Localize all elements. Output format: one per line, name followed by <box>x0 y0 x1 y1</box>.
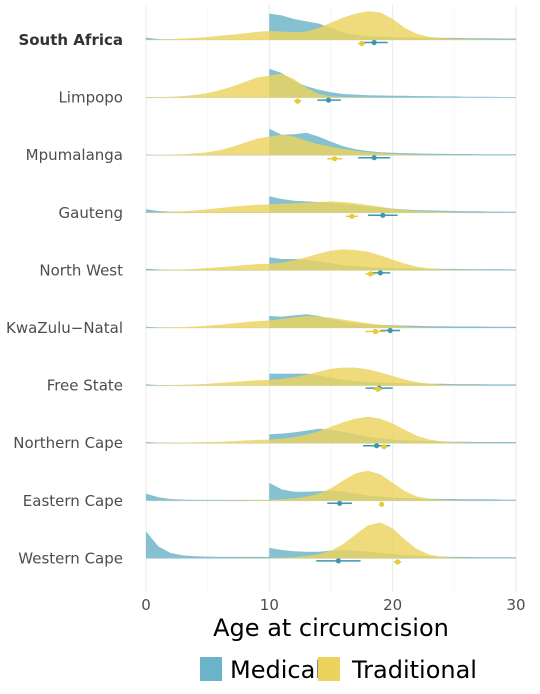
y-label-north-west: North West <box>39 261 123 279</box>
traditional-density-mpumalanga <box>146 134 516 156</box>
x-tick-label: 0 <box>141 596 151 614</box>
y-label-limpopo: Limpopo <box>58 89 123 107</box>
traditional-density-south-africa <box>146 11 516 40</box>
traditional-mean-point-free-state <box>375 386 381 392</box>
traditional-mean-point-gauteng <box>349 213 355 219</box>
y-label-free-state: Free State <box>47 377 123 395</box>
y-label-eastern-cape: Eastern Cape <box>23 492 123 510</box>
medical-mean-point-eastern-cape <box>337 500 343 506</box>
traditional-mean-point-north-west <box>367 271 374 277</box>
traditional-mean-point-northern-cape <box>381 444 387 450</box>
y-label-south-africa: South Africa <box>18 31 123 49</box>
y-axis-labels: South Africa Limpopo Mpumalanga Gauteng Nort… <box>6 31 123 567</box>
legend: Medical Traditional <box>200 656 477 684</box>
traditional-density-free-state <box>146 367 516 386</box>
ridge-western-cape <box>146 522 516 565</box>
legend-label-traditional: Traditional <box>351 656 477 684</box>
traditional-density-western-cape <box>146 522 516 559</box>
grid-lines <box>145 5 517 592</box>
density-ridges <box>146 11 516 565</box>
x-tick-label: 30 <box>506 596 525 614</box>
medical-mean-point-mpumalanga <box>371 155 377 161</box>
medical-mean-point-limpopo <box>325 97 332 103</box>
x-tick-label: 10 <box>260 596 279 614</box>
ridge-eastern-cape <box>146 470 516 507</box>
traditional-density-northern-cape <box>146 416 516 444</box>
traditional-density-kwazulu-natal <box>146 316 516 328</box>
traditional-density-north-west <box>146 249 516 271</box>
x-axis-ticks: 0 10 20 30 <box>141 596 525 614</box>
traditional-density-gauteng <box>146 201 516 213</box>
y-label-gauteng: Gauteng <box>59 204 123 222</box>
legend-swatch-traditional <box>318 657 340 681</box>
traditional-mean-point-western-cape <box>395 559 401 565</box>
traditional-mean-point-kwazulu-natal <box>372 328 378 335</box>
ridge-kwazulu-natal <box>146 314 516 335</box>
x-axis-title: Age at circumcision <box>213 614 449 642</box>
traditional-mean-point-south-africa <box>359 40 365 47</box>
ridge-free-state <box>146 367 516 392</box>
y-label-mpumalanga: Mpumalanga <box>26 146 123 164</box>
medical-mean-point-north-west <box>377 270 383 276</box>
y-label-northern-cape: Northern Cape <box>13 434 123 452</box>
ridge-northern-cape <box>146 416 516 450</box>
medical-density-mpumalanga <box>146 128 516 156</box>
medical-mean-point-south-africa <box>371 39 377 46</box>
ridge-north-west <box>146 249 516 277</box>
medical-mean-point-kwazulu-natal <box>387 327 393 334</box>
medical-mean-point-northern-cape <box>374 443 380 449</box>
ridge-limpopo <box>146 68 516 104</box>
legend-swatch-medical <box>200 657 222 681</box>
traditional-mean-point-limpopo <box>295 98 301 104</box>
y-label-kwazulu-natal: KwaZulu−Natal <box>6 319 123 337</box>
traditional-density-eastern-cape <box>146 470 516 501</box>
ridge-mpumalanga <box>146 128 516 162</box>
medical-mean-point-western-cape <box>335 558 341 564</box>
y-label-western-cape: Western Cape <box>18 549 123 567</box>
ridge-gauteng <box>146 196 516 219</box>
medical-mean-point-gauteng <box>380 212 386 218</box>
traditional-mean-point-eastern-cape <box>378 501 385 507</box>
legend-label-medical: Medical <box>230 656 322 684</box>
ridge-south-africa <box>146 11 516 47</box>
traditional-mean-point-mpumalanga <box>332 156 338 162</box>
traditional-density-limpopo <box>146 73 516 98</box>
x-tick-label: 20 <box>383 596 402 614</box>
